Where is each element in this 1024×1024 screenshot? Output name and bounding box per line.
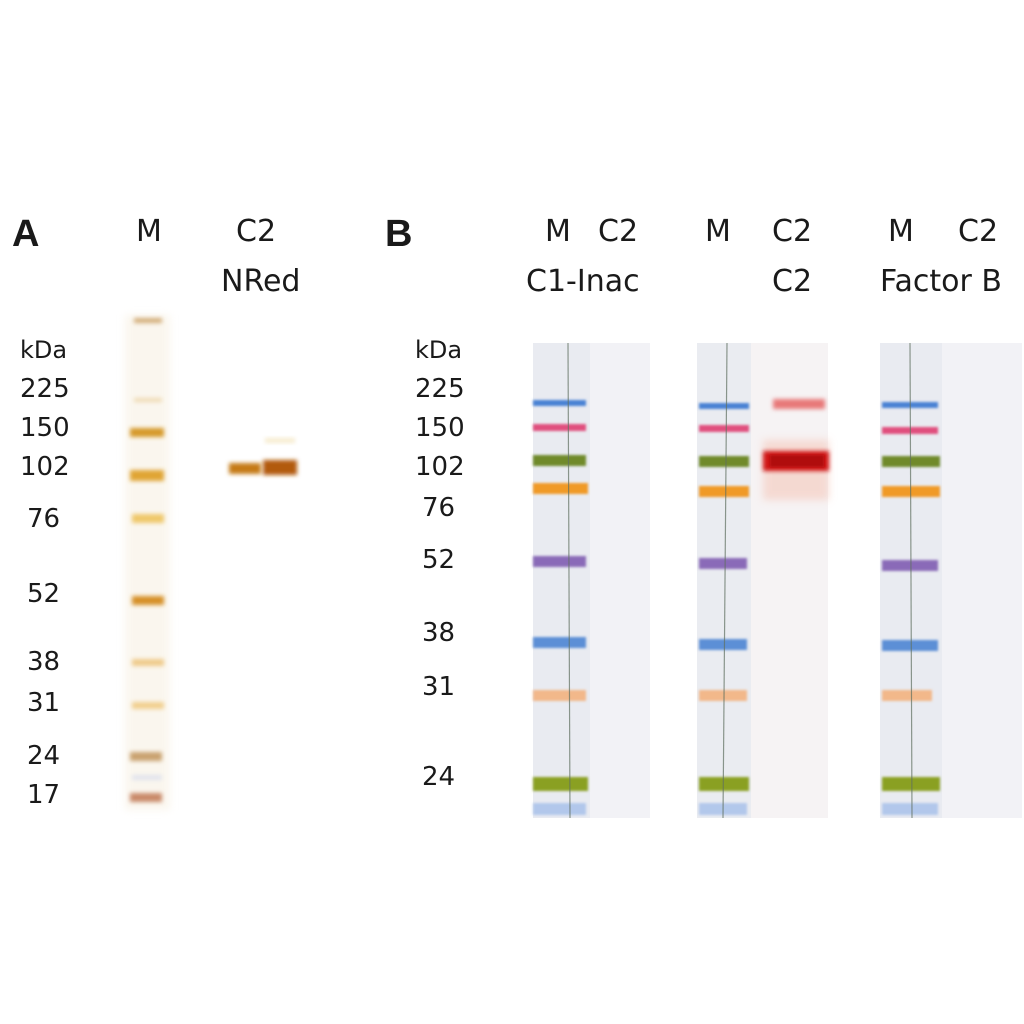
blot-3-sample-label: C2	[958, 214, 999, 249]
panel-a-sample-bands	[229, 438, 297, 475]
panel-a-mw-label: 76	[27, 504, 61, 534]
blot-2	[697, 342, 829, 819]
panel-a-mw-label: 225	[20, 374, 70, 404]
panel-a-lane-sample-sublabel: NRed	[221, 264, 301, 299]
panel-a-mw-label: 38	[27, 647, 61, 677]
panel-a-mw-label: 150	[20, 413, 70, 443]
blot-1-marker-label: M	[545, 214, 571, 249]
panel-b-mw-label: 150	[415, 413, 465, 443]
blot-1	[533, 342, 650, 819]
panel-b-mw-label: 76	[422, 493, 456, 523]
panel-b-mw-label: 31	[422, 672, 456, 702]
panel-b-kda-unit: kDa	[415, 336, 463, 364]
panel-a-gel	[125, 315, 297, 810]
blot-3-marker-label: M	[888, 214, 914, 249]
blot-1-title: C1-Inac	[526, 264, 640, 299]
panel-a-marker-lane	[130, 318, 164, 802]
panel-a-mw-label: 17	[27, 780, 61, 810]
panel-a-letter: A	[12, 213, 40, 255]
panel-a-mw-label: 52	[27, 579, 61, 609]
blot-2-c2-signal	[763, 399, 829, 500]
panel-b-mw-label: 38	[422, 618, 456, 648]
panel-a-lane-sample-label: C2	[236, 214, 277, 249]
panel-b-mw-label: 102	[415, 452, 465, 482]
panel-b-mw-label: 225	[415, 374, 465, 404]
panel-b-letter: B	[385, 213, 413, 255]
panel-a-mw-label: 31	[27, 688, 61, 718]
blot-2-title: C2	[772, 264, 813, 299]
panel-a-lane-marker-label: M	[136, 214, 162, 249]
panel-b-mw-label: 52	[422, 545, 456, 575]
blot-3	[880, 342, 1022, 819]
blot-2-sample-label: C2	[772, 214, 813, 249]
blot-2-marker-label: M	[705, 214, 731, 249]
panel-a-mw-label: 24	[27, 741, 61, 771]
panel-b-mw-label: 24	[422, 762, 456, 792]
blot-3-title: Factor B	[880, 264, 1002, 299]
panel-a-mw-label: 102	[20, 452, 70, 482]
panel-a-kda-unit: kDa	[20, 336, 68, 364]
blot-1-sample-label: C2	[598, 214, 639, 249]
